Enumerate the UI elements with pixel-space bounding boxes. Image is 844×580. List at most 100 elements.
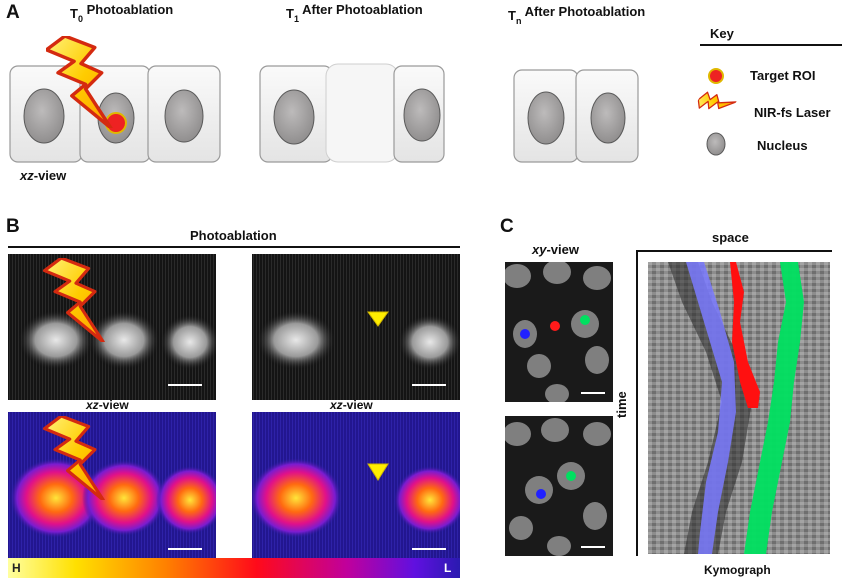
view-label-rest: -view [342,398,373,412]
nucleus-signal [252,458,342,538]
track-green [744,262,804,554]
stage-0-diagram [9,36,221,163]
axis-space-label: space [712,230,749,245]
kymograph-top-rule [636,250,832,252]
nucleus-signal [398,314,460,370]
key-label-laser: NIR-fs Laser [754,105,831,120]
nucleus-signal [505,422,531,446]
key-divider [700,44,842,46]
stage-0-sub: 0 [77,13,83,24]
scale-bar [168,548,202,550]
dark-band [668,262,752,554]
stage-n-diagram [513,69,639,163]
xy-image-after [505,416,613,556]
panel-b-view-label-1: xz-view [86,398,129,412]
stage-1-diagram [259,63,445,163]
axis-time-label: time [614,391,629,418]
stage-1-t: T [286,6,294,21]
panel-b-view-label-2: xz-view [330,398,373,412]
nucleus-icon [273,89,315,145]
kymograph-image [648,262,830,554]
nucleus-icon [403,88,441,142]
kymograph-left-rule [636,250,638,556]
nucleus-icon [23,88,65,144]
stage-0-label: Photoablation [86,2,174,17]
panel-a-view-label: xz-view [20,168,66,183]
nucleus-signal [160,314,216,370]
stage-0-t: T [70,6,78,21]
laser-bolt-icon [693,83,738,125]
kymograph-label: Kymograph [704,563,771,577]
xy-label-em: xy [532,242,547,257]
stage-n-t: T [508,8,516,23]
stage-1-label: After Photoablation [302,2,423,17]
nucleus-icon [164,89,204,143]
key-label-nucleus: Nucleus [757,138,808,153]
nucleus-signal [527,354,551,378]
nucleus-signal [583,502,607,530]
nucleus-signal [394,466,460,534]
key-icons [693,68,738,156]
track-red [730,262,760,408]
nucleus-signal [545,384,569,402]
view-label-em: xz [330,398,343,412]
nucleus-icon [706,132,726,156]
tracked-nucleus-blue [520,329,530,339]
tracked-nucleus-green [580,315,590,325]
heat-image-after [252,412,460,558]
ablated-cell [325,63,399,163]
view-label-em: xz [86,398,99,412]
view-label-rest: -view [98,398,129,412]
nucleus-signal [541,418,569,442]
nucleus-signal [82,460,166,536]
gray-image-after [252,254,460,400]
target-roi-icon [708,68,724,84]
nucleus-signal [547,536,571,556]
nucleus-signal [583,422,611,446]
stage-1-title: T1 After Photoablation [286,2,423,24]
key-label-target-roi: Target ROI [750,68,816,83]
panel-a-letter: A [6,2,20,23]
panel-b-header: Photoablation [190,228,277,243]
nucleus-signal [509,516,533,540]
panel-c-xy-label: xy-view [532,242,579,257]
scale-bar [412,384,446,386]
nucleus-icon [590,92,626,144]
stage-0-title: T0 Photoablation [70,2,173,24]
xy-label-rest: -view [546,242,579,257]
tracked-nucleus-blue [536,489,546,499]
nucleus-icon [527,91,565,145]
nucleus-signal [583,266,611,290]
panel-b-letter: B [6,216,20,237]
nucleus-signal [156,466,216,534]
stage-n-title: Tn After Photoablation [508,4,645,26]
xy-image-before [505,262,613,402]
stage-n-label: After Photoablation [524,4,646,19]
scale-bar [581,392,605,394]
scale-bar [412,548,446,550]
panel-c-letter: C [500,216,514,237]
key-title: Key [710,26,734,41]
nucleus-signal [585,346,609,374]
nucleus-signal [543,262,571,284]
scale-bar [581,546,605,548]
track-blue [686,262,736,554]
arrowhead-icon [367,463,389,481]
colorbar-low-label: L [444,561,452,575]
nucleus-signal [88,310,160,370]
gray-image-before [8,254,216,400]
view-label-rest: -view [33,168,67,183]
view-label-em: xz [20,168,34,183]
nucleus-signal [18,310,94,370]
colorbar [8,558,460,578]
tracked-nucleus-green [566,471,576,481]
stage-1-sub: 1 [293,13,299,24]
colorbar-high-label: H [12,561,21,575]
stage-n-sub: n [515,15,522,26]
nucleus-signal [256,310,336,370]
nucleus-signal [505,264,531,288]
scale-bar [168,384,202,386]
arrowhead-icon [367,311,389,327]
tracked-nucleus-red [550,321,560,331]
heat-image-before [8,412,216,558]
